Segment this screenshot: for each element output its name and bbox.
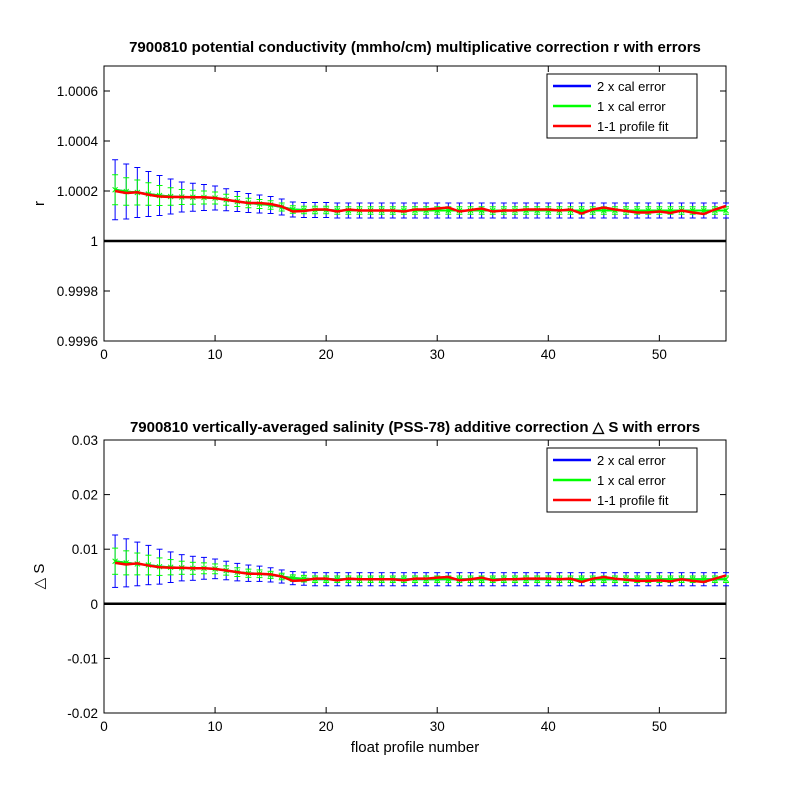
- x-tick-label: 30: [430, 347, 445, 362]
- legend-label: 2 x cal error: [597, 79, 666, 94]
- y-tick-label: 1.0004: [57, 134, 99, 149]
- series-line: [114, 189, 727, 216]
- series-line: [114, 561, 727, 584]
- chart-panel-top: 7900810 potential conductivity (mmho/cm)…: [31, 39, 729, 362]
- y-tick-label: 0.02: [72, 488, 98, 503]
- y-tick-label: 0: [90, 597, 98, 612]
- x-tick-label: 50: [652, 347, 667, 362]
- chart-panel-bottom: 7900810 vertically-averaged salinity (PS…: [31, 419, 729, 756]
- series-1-1-profile-fit: [114, 561, 727, 584]
- x-tick-label: 20: [319, 719, 334, 734]
- legend-label: 2 x cal error: [597, 453, 666, 468]
- x-axis-label: float profile number: [351, 739, 479, 756]
- chart-title: 7900810 potential conductivity (mmho/cm)…: [129, 39, 701, 56]
- x-tick-label: 40: [541, 347, 556, 362]
- y-tick-label: -0.02: [67, 706, 98, 721]
- x-tick-label: 10: [208, 347, 223, 362]
- y-axis-label: r: [31, 201, 48, 206]
- y-tick-label: 0.01: [72, 542, 98, 557]
- legend-label: 1-1 profile fit: [597, 493, 669, 508]
- x-tick-label: 0: [100, 719, 108, 734]
- series-1-1-profile-fit: [114, 189, 727, 216]
- y-axis-label: △ S: [31, 564, 48, 590]
- x-tick-label: 40: [541, 719, 556, 734]
- y-tick-label: 0.9998: [57, 284, 98, 299]
- x-tick-label: 20: [319, 347, 334, 362]
- x-tick-label: 30: [430, 719, 445, 734]
- legend-label: 1 x cal error: [597, 99, 666, 114]
- chart-title: 7900810 vertically-averaged salinity (PS…: [130, 419, 700, 436]
- x-tick-label: 50: [652, 719, 667, 734]
- y-tick-label: 1.0002: [57, 184, 98, 199]
- y-tick-label: 1.0006: [57, 84, 98, 99]
- x-tick-label: 0: [100, 347, 108, 362]
- y-tick-label: 0.9996: [57, 334, 98, 349]
- x-tick-label: 10: [208, 719, 223, 734]
- legend-label: 1-1 profile fit: [597, 119, 669, 134]
- legend-label: 1 x cal error: [597, 473, 666, 488]
- y-tick-label: 0.03: [72, 433, 98, 448]
- y-tick-label: -0.01: [67, 651, 98, 666]
- y-tick-label: 1: [90, 234, 98, 249]
